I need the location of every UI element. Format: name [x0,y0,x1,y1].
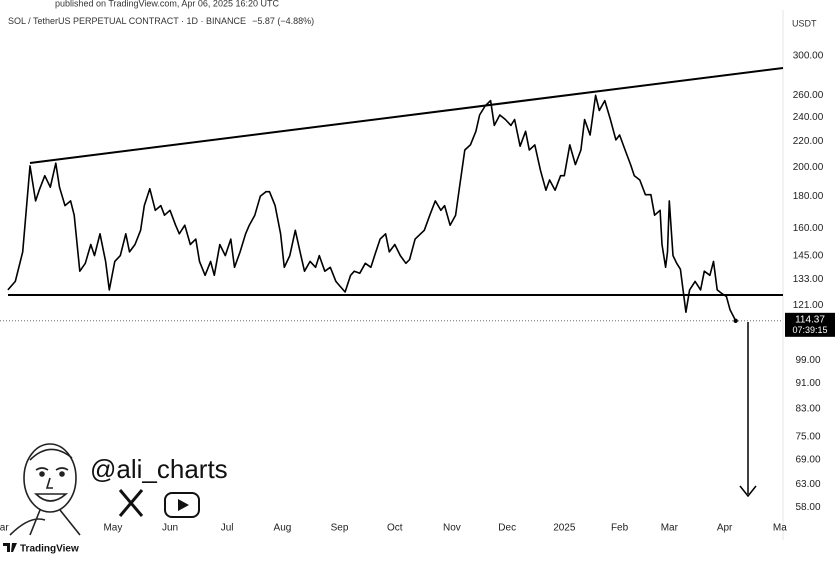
x-tick-label: Apr [717,523,733,534]
y-tick-label: 220.00 [793,136,824,147]
y-tick-label: 69.00 [795,454,820,465]
y-tick-label: 133.00 [793,274,824,285]
x-tick-label: Ma [773,523,787,534]
y-tick-label: 58.00 [795,502,820,513]
y-tick-label: 91.00 [795,378,820,389]
x-tick-label: Sep [331,523,349,534]
x-tick-label: Jun [162,523,178,534]
y-tick-label: 145.00 [793,250,824,261]
y-tick-label: 200.00 [793,162,824,173]
symbol: SOL / TetherUS PERPETUAL CONTRACT · 1D ·… [8,16,246,26]
upper-trendline [29,67,784,164]
x-tick-label: Feb [611,523,629,534]
published-note: published on TradingView.com, Apr 06, 20… [55,0,279,8]
y-tick-label: 240.00 [793,112,824,123]
last-price-dot [733,318,738,324]
handle: @ali_charts [90,454,228,484]
x-tick-label: Mar [661,523,679,534]
price-line [7,94,737,322]
x-icon [118,489,144,517]
y-tick-label: 121.00 [793,300,824,311]
y-tick-label: 260.00 [793,90,824,101]
x-tick-label: ar [0,523,9,534]
currency: USDT [792,18,817,28]
y-tick-label: 300.00 [793,51,824,62]
y-tick-label: 180.00 [793,191,824,202]
x-tick-label: May [103,523,122,534]
arrow-head [739,485,757,498]
x-tick-label: Aug [274,523,292,534]
avatar [9,443,81,536]
y-tick-label: 99.00 [795,355,820,366]
y-tick-label: 63.00 [795,479,820,490]
x-tick-label: Jul [221,523,234,534]
y-tick-label: 75.00 [795,431,820,442]
x-tick-label: 2025 [553,523,576,534]
price-badge-value: 114.37 [795,314,825,325]
youtube-icon [164,492,200,518]
x-tick-label: Oct [387,523,403,534]
y-tick-label: 160.00 [793,223,824,234]
y-tick-label: 83.00 [795,404,820,415]
symbol-info: SOL / TetherUS PERPETUAL CONTRACT · 1D ·… [8,16,314,26]
x-tick-label: Nov [443,523,461,534]
tv-logo [3,543,17,552]
footer-bar [0,540,838,557]
x-tick-label: Dec [498,523,516,534]
price-change: −5.87 (−4.88%) [252,16,314,26]
price-badge [785,312,835,337]
brand: TradingView [20,544,79,555]
countdown: 07:39:15 [792,325,827,335]
